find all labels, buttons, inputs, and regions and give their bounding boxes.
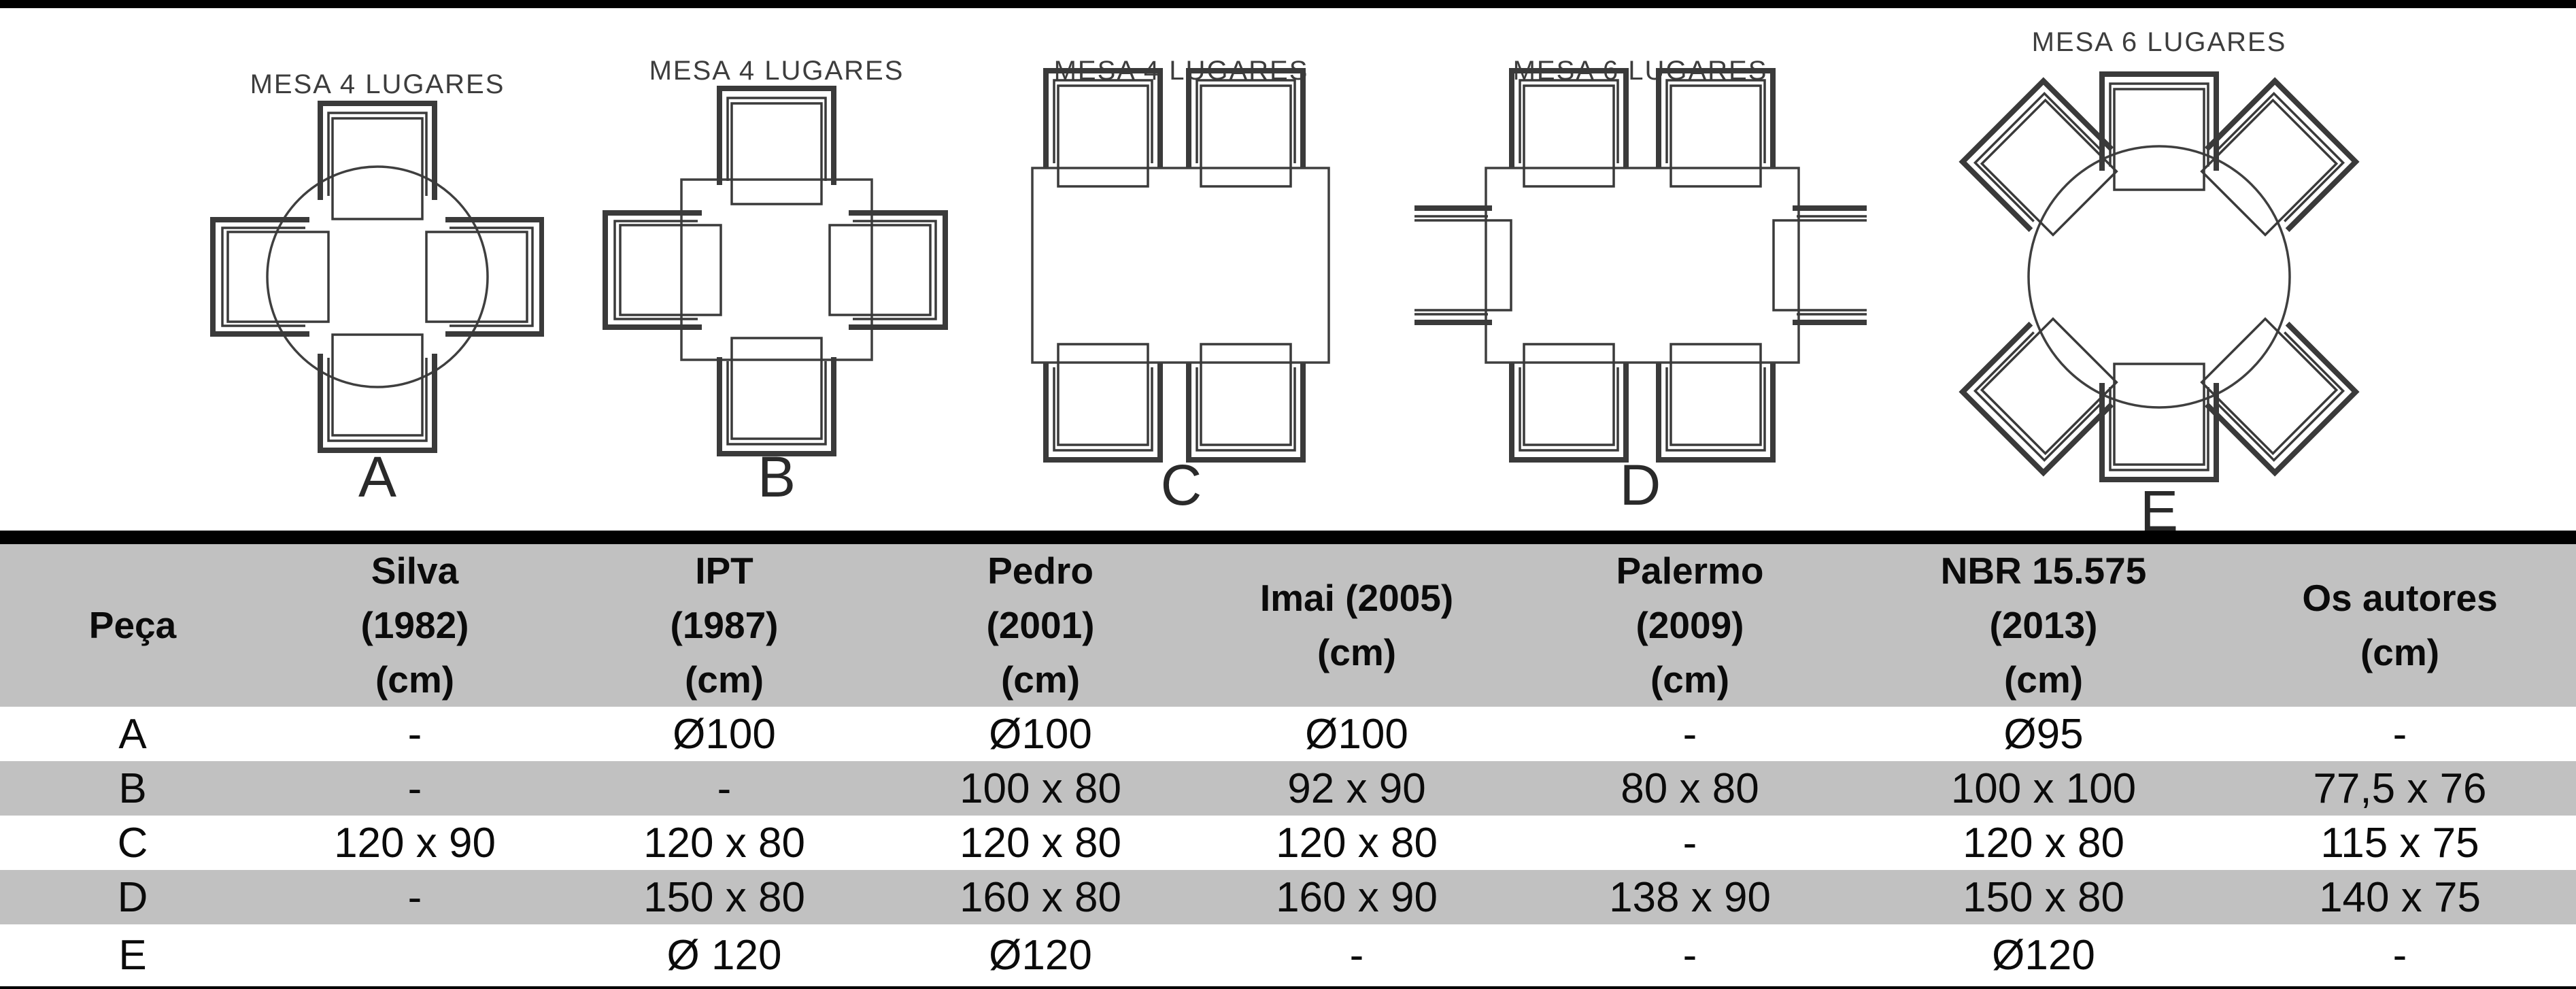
cell: - — [407, 765, 422, 812]
cell: 120 x 80 — [960, 819, 1121, 867]
chair-symbol — [2102, 74, 2216, 190]
cell: Ø 120 — [666, 932, 782, 979]
row-label: D — [117, 873, 148, 921]
chair-symbol — [320, 103, 435, 219]
cell: - — [2392, 932, 2407, 979]
chair-symbol — [426, 220, 542, 334]
cell: 100 x 100 — [1950, 765, 2137, 812]
cell: Ø100 — [989, 710, 1092, 758]
cell: 115 x 75 — [2320, 819, 2479, 867]
cell: 92 x 90 — [1287, 765, 1426, 812]
table-row-b: B - - 100 x 80 92 x 90 80 x 80 100 x 100… — [0, 761, 2576, 816]
cell: - — [2392, 710, 2407, 758]
cell: 100 x 80 — [960, 765, 1121, 812]
cell: Ø120 — [1992, 932, 2095, 979]
row-label: E — [118, 932, 147, 979]
chair-symbol — [605, 213, 721, 327]
cell: - — [1682, 819, 1697, 867]
cell: - — [1682, 932, 1697, 979]
cell: 120 x 80 — [1963, 819, 2124, 867]
diagram-label: B — [758, 445, 796, 505]
table-row-c: C 120 x 90 120 x 80 120 x 80 120 x 80 - … — [0, 816, 2576, 871]
diagram-title: MESA 6 LUGARES — [2032, 27, 2287, 57]
column-header-silva: Silva (1982) (cm) — [265, 537, 564, 707]
cell: 80 x 80 — [1621, 765, 1759, 812]
dimensions-comparison-table: Peça Silva (1982) (cm) IPT (1987) (cm) P… — [0, 531, 2576, 989]
column-header-peca: Peça — [0, 537, 265, 707]
cell: Ø100 — [673, 710, 776, 758]
diagram-round-table-6-seats: MESA 6 LUGARES E — [1952, 12, 2367, 543]
column-header-autores: Os autores (cm) — [2224, 537, 2576, 707]
chair-symbol — [213, 220, 328, 334]
chair-symbol — [1414, 208, 1511, 322]
diagram-label: A — [358, 445, 396, 505]
column-header-imai: Imai (2005) (cm) — [1197, 537, 1516, 707]
cell: Ø120 — [989, 932, 1092, 979]
table-header-row: Peça Silva (1982) (cm) IPT (1987) (cm) P… — [0, 537, 2576, 707]
row-label: B — [118, 765, 147, 812]
chair-symbol — [320, 335, 435, 450]
diagram-rect-table-4-seats: MESA 4 LUGARES C — [1020, 29, 1340, 517]
row-label: C — [117, 819, 148, 867]
cell: 140 x 75 — [2319, 873, 2481, 921]
chair-symbol — [719, 88, 834, 204]
top-border-rule — [0, 0, 2576, 8]
table-row-d: D - 150 x 80 160 x 80 160 x 90 138 x 90 … — [0, 870, 2576, 925]
cell: 160 x 90 — [1276, 873, 1438, 921]
cell: 138 x 90 — [1609, 873, 1771, 921]
diagram-title: MESA 4 LUGARES — [649, 56, 904, 86]
diagram-label: E — [2140, 479, 2178, 539]
diagram-title: MESA 4 LUGARES — [250, 69, 505, 99]
chair-symbol — [2102, 364, 2216, 480]
cell: - — [1682, 710, 1697, 758]
column-header-palermo: Palermo (2009) (cm) — [1516, 537, 1863, 707]
column-header-ipt: IPT (1987) (cm) — [564, 537, 884, 707]
cell: 120 x 90 — [334, 819, 496, 867]
chair-symbol — [1774, 208, 1867, 322]
table-row-a: A - Ø100 Ø100 Ø100 - Ø95 - — [0, 707, 2576, 762]
row-label: A — [118, 710, 147, 758]
cell: - — [407, 873, 422, 921]
cell: 150 x 80 — [643, 873, 805, 921]
table-outline — [680, 178, 873, 361]
column-header-nbr: NBR 15.575 (2013) (cm) — [1863, 537, 2224, 707]
diagram-square-table-4-seats: MESA 4 LUGARES B — [598, 29, 952, 509]
cell: - — [407, 710, 422, 758]
cell: 150 x 80 — [1963, 873, 2124, 921]
column-header-pedro: Pedro (2001) (cm) — [884, 537, 1197, 707]
cell: Ø95 — [2003, 710, 2084, 758]
table-row-e: E Ø 120 Ø120 - - Ø120 - — [0, 924, 2576, 989]
cell: 77,5 x 76 — [2313, 765, 2487, 812]
cell — [265, 924, 564, 989]
diagram-round-table-4-seats: MESA 4 LUGARES A — [197, 29, 544, 509]
cell: 120 x 80 — [1276, 819, 1438, 867]
diagram-label: D — [1620, 453, 1661, 512]
table-outline — [266, 165, 489, 388]
cell: 120 x 80 — [643, 819, 805, 867]
cell: - — [1349, 932, 1364, 979]
cell: Ø100 — [1305, 710, 1408, 758]
chair-symbol — [719, 338, 834, 454]
chair-symbol — [830, 213, 945, 327]
cell: - — [717, 765, 732, 812]
table-outline — [2027, 145, 2291, 409]
cell: 160 x 80 — [960, 873, 1121, 921]
furniture-plan-diagrams: MESA 4 LUGARES A MESA 4 LUGARES B — [0, 8, 2576, 543]
table-outline — [1485, 167, 1800, 364]
table-outline — [1031, 167, 1330, 364]
diagram-rect-table-6-seats: MESA 6 LUGARES D — [1414, 29, 1867, 517]
diagram-label: C — [1161, 453, 1202, 512]
